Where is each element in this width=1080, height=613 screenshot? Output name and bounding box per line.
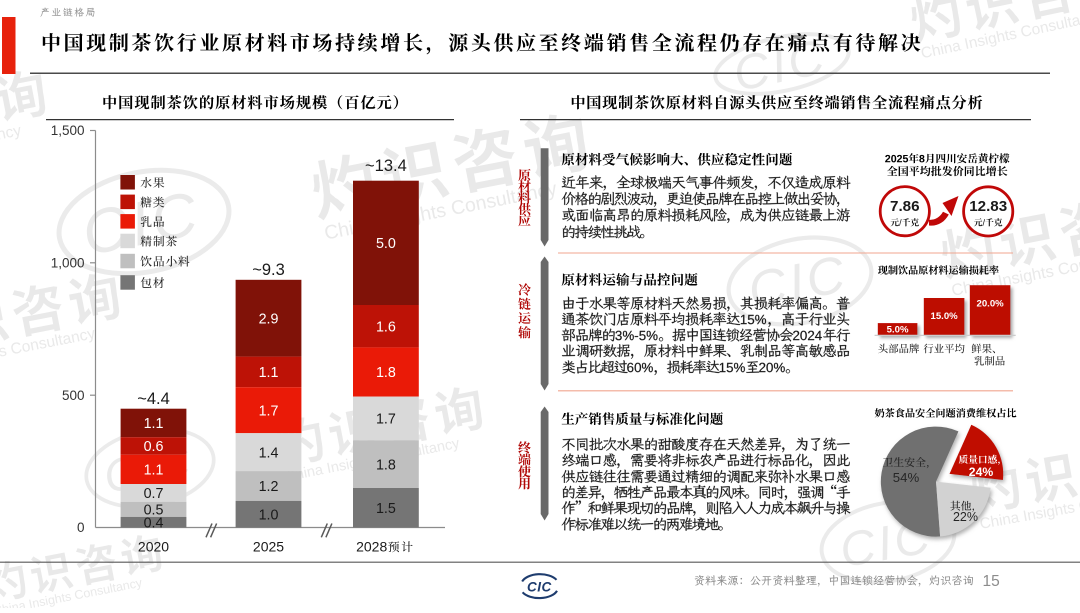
- svg-text:1.7: 1.7: [259, 403, 279, 419]
- svg-text:1.1: 1.1: [144, 462, 164, 478]
- svg-text:1.7: 1.7: [376, 412, 396, 428]
- svg-text:2025: 2025: [253, 539, 284, 555]
- svg-text:~4.4: ~4.4: [137, 390, 170, 408]
- svg-text:~13.4: ~13.4: [365, 157, 407, 175]
- svg-text:12.83: 12.83: [969, 198, 1007, 215]
- svg-text:1.6: 1.6: [376, 319, 396, 335]
- svg-text:1.1: 1.1: [259, 365, 279, 381]
- svg-text:22%: 22%: [953, 510, 978, 524]
- svg-text:1.8: 1.8: [376, 457, 396, 473]
- svg-text:1,000: 1,000: [51, 255, 85, 270]
- svg-text:5.0: 5.0: [376, 236, 396, 252]
- svg-text:15.0%: 15.0%: [930, 311, 958, 322]
- svg-text:2.9: 2.9: [259, 311, 279, 327]
- svg-text:1.8: 1.8: [376, 365, 396, 381]
- svg-text:~9.3: ~9.3: [252, 261, 285, 279]
- svg-text:1.2: 1.2: [259, 479, 279, 495]
- svg-text:0.4: 0.4: [144, 515, 164, 531]
- svg-text:5.0%: 5.0%: [887, 325, 909, 336]
- svg-text:2028: 2028: [356, 539, 387, 555]
- svg-text:20.0%: 20.0%: [976, 299, 1004, 310]
- svg-text:1.4: 1.4: [259, 445, 279, 461]
- svg-text:500: 500: [62, 388, 85, 403]
- svg-text:0.6: 0.6: [144, 439, 164, 455]
- svg-text:1.0: 1.0: [259, 507, 279, 523]
- svg-text:24%: 24%: [969, 465, 994, 479]
- svg-text:0.7: 0.7: [144, 486, 164, 502]
- svg-text:1.5: 1.5: [376, 501, 396, 517]
- svg-text:2020: 2020: [138, 539, 169, 555]
- svg-text:1.1: 1.1: [144, 416, 164, 432]
- svg-text:0.5: 0.5: [144, 502, 164, 518]
- svg-text:7.86: 7.86: [890, 198, 920, 215]
- svg-text:54%: 54%: [893, 470, 920, 485]
- svg-text:CIC: CIC: [527, 580, 552, 595]
- svg-text:15: 15: [983, 573, 1000, 590]
- svg-text:0: 0: [77, 520, 85, 535]
- svg-text:1,500: 1,500: [51, 123, 85, 138]
